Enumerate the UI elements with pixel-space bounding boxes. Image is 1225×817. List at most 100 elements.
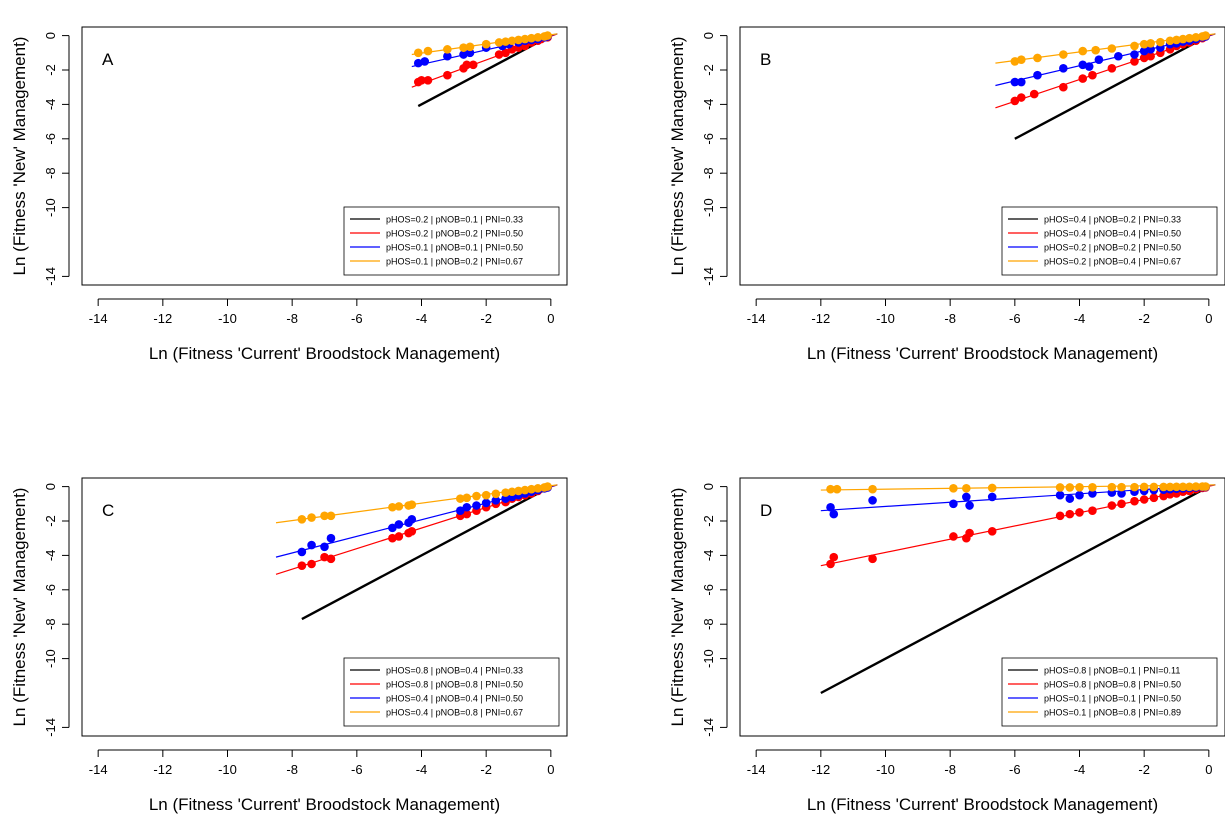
x-tick-label: -14 — [747, 311, 766, 326]
data-point — [297, 547, 307, 557]
data-point — [407, 527, 417, 536]
y-axis-label: Ln (Fitness 'New' Management) — [668, 37, 687, 276]
panel-label: D — [760, 501, 772, 520]
y-tick-label: -4 — [43, 550, 58, 562]
data-point — [1059, 63, 1068, 73]
data-point — [443, 45, 452, 54]
panel-label: B — [760, 50, 771, 69]
plot-frame — [739, 477, 1225, 737]
y-tick-label: 0 — [701, 483, 716, 490]
data-point — [962, 484, 971, 493]
data-point — [494, 50, 504, 59]
x-tick-label: -12 — [153, 311, 172, 326]
legend-entry: pHOS=0.1 | pNOB=0.1 | PNI=0.50 — [386, 243, 523, 253]
data-point — [527, 484, 536, 494]
x-tick-label: -12 — [811, 311, 830, 326]
legend-entry: pHOS=0.2 | pNOB=0.2 | PNI=0.50 — [1044, 243, 1181, 253]
series-1 — [820, 483, 1216, 569]
data-point — [443, 51, 452, 61]
plot-frame — [81, 26, 568, 286]
data-point — [1185, 482, 1194, 492]
data-point — [462, 502, 472, 512]
data-point — [462, 493, 472, 503]
x-tick-label: -6 — [1009, 762, 1021, 777]
data-point — [1075, 508, 1084, 517]
x-tick-label: 0 — [547, 311, 554, 326]
y-tick-label: -4 — [701, 99, 716, 111]
fit-line — [820, 484, 1216, 512]
legend-box — [343, 657, 560, 727]
legend: pHOS=0.4 | pNOB=0.2 | PNI=0.33 pHOS=0.4 |… — [1001, 206, 1218, 276]
data-point — [1130, 496, 1139, 506]
data-point — [423, 76, 433, 85]
legend-entry: pHOS=0.1 | pNOB=0.1 | PNI=0.50 — [1044, 694, 1181, 704]
y-tick-label: -4 — [701, 550, 716, 562]
x-tick-label: -2 — [480, 762, 492, 777]
data-point — [1172, 35, 1181, 45]
x-tick-label: -8 — [944, 311, 956, 326]
y-tick-label: -6 — [701, 584, 716, 596]
legend-entry: pHOS=0.2 | pNOB=0.1 | PNI=0.33 — [386, 215, 523, 225]
data-point — [307, 559, 316, 569]
data-point — [320, 511, 329, 521]
data-point — [949, 499, 958, 509]
x-tick-label: -6 — [351, 762, 363, 777]
data-point — [1055, 511, 1065, 521]
data-point — [462, 60, 472, 70]
data-point — [1139, 482, 1149, 492]
fit-line — [820, 484, 1216, 567]
data-point — [407, 514, 417, 524]
data-point — [1146, 45, 1155, 54]
data-point — [1075, 490, 1084, 500]
y-tick-label: -14 — [701, 267, 716, 286]
legend-entry: pHOS=0.8 | pNOB=0.8 | PNI=0.50 — [1044, 680, 1181, 690]
data-point — [1146, 51, 1155, 61]
data-point — [987, 492, 997, 502]
x-tick-label: -6 — [1009, 311, 1021, 326]
data-point — [826, 559, 835, 569]
data-point — [1033, 53, 1042, 63]
reference-line — [1014, 34, 1210, 140]
x-tick-label: -12 — [811, 762, 830, 777]
data-point — [1107, 501, 1117, 510]
data-point — [829, 509, 839, 519]
legend-entry: pHOS=0.1 | pNOB=0.8 | PNI=0.89 — [1044, 708, 1181, 718]
y-tick-label: -6 — [43, 584, 58, 596]
data-point — [1055, 483, 1065, 492]
data-point — [1201, 31, 1210, 40]
y-tick-label: -4 — [43, 99, 58, 111]
data-point — [987, 483, 997, 493]
data-point — [1059, 50, 1068, 59]
data-point — [1139, 39, 1149, 49]
data-point — [1117, 482, 1126, 492]
data-point — [1130, 50, 1139, 59]
data-point — [423, 46, 433, 56]
reference-line — [820, 485, 1210, 695]
data-point — [456, 506, 465, 515]
data-point — [297, 561, 307, 571]
data-point — [1185, 33, 1194, 43]
data-point — [514, 35, 523, 45]
data-point — [520, 34, 530, 44]
y-tick-label: -2 — [701, 64, 716, 76]
data-point — [472, 501, 481, 510]
x-axis-label: Ln (Fitness 'Current' Broodstock Managem… — [149, 795, 500, 814]
data-point — [1091, 45, 1100, 55]
data-point — [507, 36, 517, 46]
y-tick-label: -8 — [701, 618, 716, 630]
data-point — [514, 486, 523, 496]
data-point — [501, 494, 510, 503]
data-point — [1178, 482, 1188, 492]
data-point — [1191, 482, 1201, 491]
data-point — [388, 502, 397, 512]
data-point — [1107, 44, 1117, 53]
data-point — [468, 60, 478, 70]
data-point — [1159, 482, 1168, 492]
data-point — [394, 520, 404, 529]
data-point — [1165, 482, 1175, 492]
data-point — [1017, 77, 1026, 87]
y-tick-label: -10 — [43, 198, 58, 217]
x-tick-label: -10 — [218, 762, 237, 777]
data-point — [307, 513, 316, 522]
